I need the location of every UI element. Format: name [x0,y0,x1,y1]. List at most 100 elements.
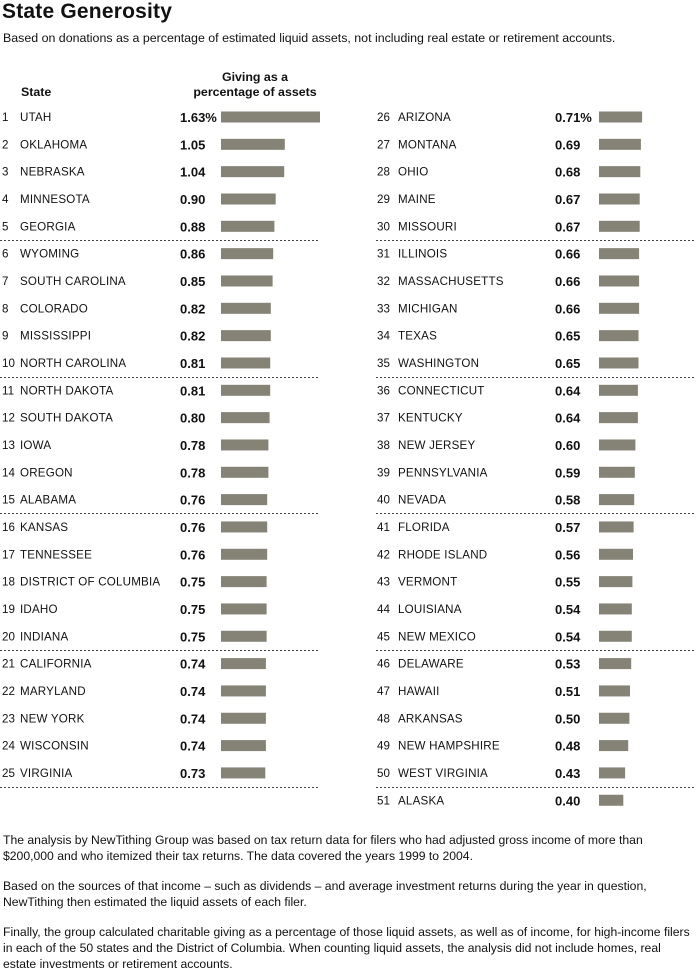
rank-number: 6 [2,248,8,261]
state-name: VERMONT [398,576,457,589]
value-label: 0.50 [555,711,580,726]
value-label: 0.66 [555,274,580,289]
bar [221,275,273,287]
value-label: 0.57 [555,520,580,535]
note-paragraph-3: Finally, the group calculated charitable… [3,925,690,971]
value-label: 1.63% [180,110,217,125]
bar [221,166,285,178]
bar [599,658,632,670]
rank-number: 15 [2,494,15,507]
state-name: NORTH CAROLINA [20,357,126,370]
value-label: 0.76 [180,547,205,562]
rank-number: 34 [377,330,390,343]
bar [599,630,632,642]
bar [599,576,633,588]
value-label: 0.43 [555,766,580,781]
bar [599,794,624,806]
state-name: UTAH [20,111,52,124]
value-label: 0.80 [180,411,205,426]
value-label: 0.67 [555,219,580,234]
rank-number: 43 [377,576,390,589]
bar [599,138,641,150]
bar [599,548,633,560]
state-name: NEW HAMPSHIRE [398,740,500,753]
bar [599,412,638,424]
rank-number: 3 [2,166,8,179]
value-label: 0.76 [180,520,205,535]
rank-number: 33 [377,302,390,315]
bar [221,138,285,150]
bar [221,630,267,642]
bar [221,603,267,615]
bar [221,412,270,424]
bar [599,466,635,478]
rank-number: 35 [377,357,390,370]
rank-number: 14 [2,466,15,479]
rank-number: 22 [2,685,15,698]
bar [599,740,629,752]
value-label: 0.40 [555,793,580,808]
rank-number: 18 [2,576,15,589]
rank-number: 29 [377,193,390,206]
rank-number: 17 [2,548,15,561]
value-label: 0.86 [180,247,205,262]
bar [599,248,640,260]
value-label: 0.68 [555,165,580,180]
value-label: 0.65 [555,356,580,371]
rank-number: 12 [2,412,15,425]
rank-number: 41 [377,521,390,534]
rank-number: 32 [377,275,390,288]
state-name: TEXAS [398,330,437,343]
bar [599,330,639,342]
rank-number: 28 [377,166,390,179]
state-name: MINNESOTA [20,193,90,206]
value-label: 0.73 [180,766,205,781]
rank-number: 44 [377,603,390,616]
value-label: 0.82 [180,301,205,316]
state-name: NEVADA [398,494,446,507]
rank-number: 38 [377,439,390,452]
value-label: 0.76 [180,493,205,508]
state-name: CONNECTICUT [398,384,485,397]
value-label: 0.81 [180,383,205,398]
rank-number: 27 [377,138,390,151]
state-name: KANSAS [20,521,68,534]
bar [599,193,640,205]
column-header-giving-line2: percentage of assets [193,85,317,99]
state-name: DELAWARE [398,658,464,671]
rank-number: 45 [377,630,390,643]
bar [599,767,626,779]
state-name: NORTH DAKOTA [20,384,114,397]
state-name: WEST VIRGINIA [398,767,488,780]
value-label: 0.55 [555,575,580,590]
rank-number: 20 [2,630,15,643]
value-label: 0.82 [180,329,205,344]
state-name: ARIZONA [398,111,451,124]
state-name: MICHIGAN [398,302,458,315]
rank-number: 19 [2,603,15,616]
rank-number: 16 [2,521,15,534]
ranking-bar-chart: 1 UTAH 1.63% 2 OKLAHOMA 1.05 3 NEBRASKA 1.04 4 MIN… [0,110,695,808]
value-label: 0.88 [180,219,205,234]
value-label: 0.60 [555,438,580,453]
bar [221,439,269,451]
state-name: ALABAMA [20,494,76,507]
state-name: MISSOURI [398,220,457,233]
bar [599,275,640,287]
value-label: 0.59 [555,465,580,480]
state-name: MISSISSIPPI [20,330,91,343]
bar [221,658,266,670]
rank-number: 10 [2,357,15,370]
column-header-state: State [21,85,52,99]
column-header-giving: Giving as a percentage of assets [180,70,330,100]
bar [221,685,266,697]
bar [221,548,268,560]
bar [599,302,640,314]
state-name: NEW YORK [20,712,85,725]
bar [599,521,634,533]
value-label: 0.64 [555,383,581,398]
rank-number: 51 [377,794,390,807]
state-name: KENTUCKY [398,412,463,425]
value-label: 0.74 [180,684,206,699]
value-label: 0.54 [555,629,581,644]
